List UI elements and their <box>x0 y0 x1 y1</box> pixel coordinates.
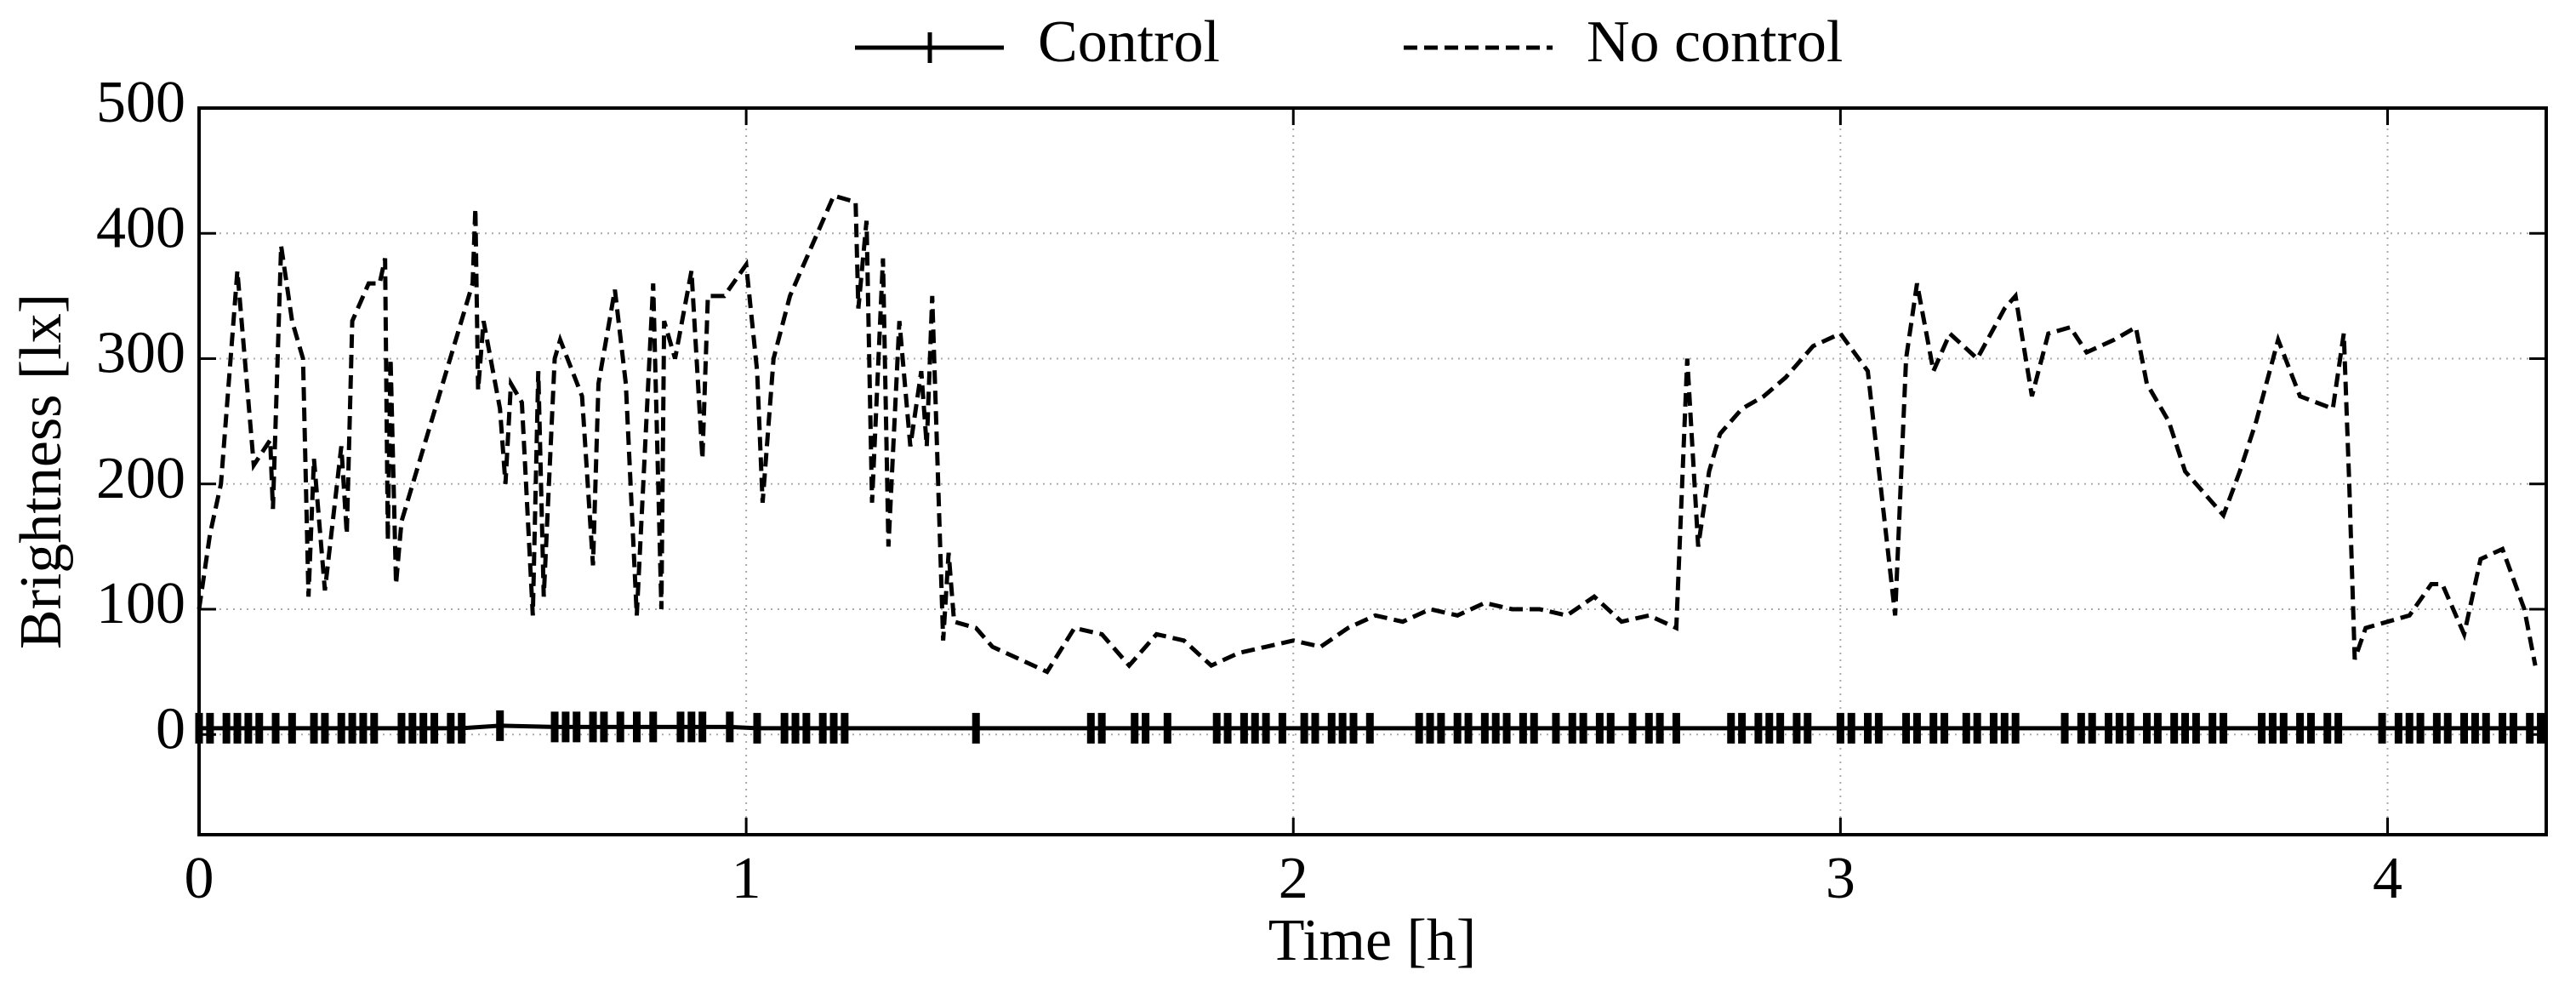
x-tick-label: 2 <box>1279 846 1308 911</box>
plot-frame <box>197 106 2548 836</box>
data-line <box>197 193 2538 675</box>
y-tick-label: 100 <box>96 571 185 636</box>
y-tick-label: 0 <box>156 696 185 762</box>
y-tick-label: 400 <box>96 195 185 260</box>
x-tick-label: 4 <box>2373 846 2402 911</box>
legend-label: Control <box>1038 9 1220 75</box>
data-line <box>199 723 2541 731</box>
x-tick-label: 1 <box>732 846 761 911</box>
y-axis-label: Brightness [lx] <box>9 294 74 649</box>
y-tick-label: 500 <box>96 70 185 135</box>
x-tick-label: 3 <box>1826 846 1855 911</box>
y-tick-label: 200 <box>96 446 185 511</box>
y-tick-label: 300 <box>96 321 185 386</box>
legend-label: No control <box>1587 9 1843 75</box>
x-tick-label: 0 <box>185 846 214 911</box>
x-axis-label: Time [h] <box>1268 908 1476 973</box>
